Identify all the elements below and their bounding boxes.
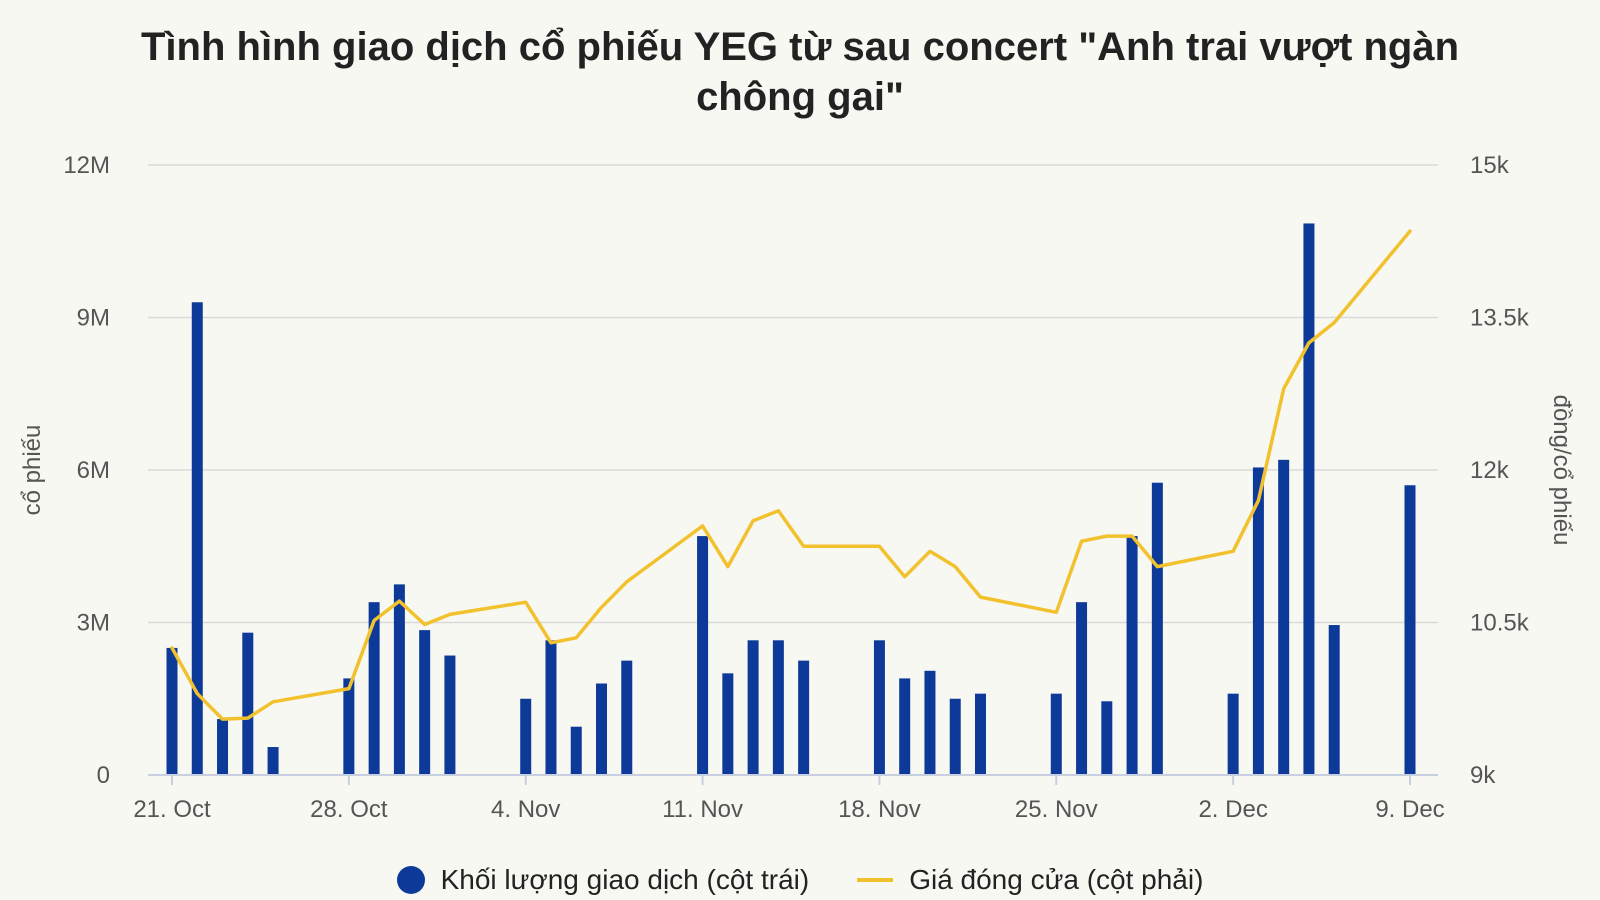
volume-bar — [1328, 625, 1340, 775]
y-left-tick-label: 3M — [77, 610, 110, 637]
legend-item-volume[interactable]: Khối lượng giao dịch (cột trái) — [396, 864, 810, 896]
x-tick-label: 18. Nov — [838, 796, 921, 823]
volume-bar — [267, 747, 279, 775]
price-line — [170, 229, 1412, 721]
y-left-tick-label: 6M — [77, 457, 110, 484]
volume-bar — [1303, 223, 1315, 776]
y-left-axis-title: cổ phiếu — [19, 425, 46, 516]
volume-bar — [545, 640, 557, 775]
y-right-tick-label: 9k — [1470, 762, 1496, 789]
volume-bar — [166, 647, 178, 775]
volume-bar — [924, 670, 936, 775]
volume-bar — [419, 630, 431, 775]
volume-bar — [747, 640, 759, 775]
y-right-tick-label: 10.5k — [1470, 610, 1530, 637]
volume-bar — [191, 302, 203, 775]
volume-bar — [949, 698, 961, 775]
chart-title-line-2: chông gai" — [696, 75, 904, 119]
volume-bar — [570, 726, 582, 775]
volume-bar — [242, 632, 254, 775]
y-left-tick-label: 12M — [63, 152, 110, 179]
chart-title: Tình hình giao dịch cổ phiếu YEG từ sau … — [0, 22, 1600, 122]
volume-bar — [596, 683, 608, 775]
axes: 0 3M 6M 9M 12M 9k 10.5k 12k 13.5k 15k 21. Oct 28. O… — [19, 152, 1575, 823]
volume-bar — [1126, 536, 1138, 775]
x-tick-label: 25. Nov — [1015, 796, 1098, 823]
price-line-group — [170, 229, 1412, 721]
volume-bar — [1227, 693, 1239, 775]
x-tick-label: 28. Oct — [310, 796, 388, 823]
volume-bars — [166, 223, 1416, 776]
y-left-tick-label: 0 — [97, 762, 110, 789]
volume-bar — [697, 536, 709, 775]
legend-volume-marker — [396, 866, 425, 894]
volume-bar — [520, 698, 532, 775]
volume-bar — [621, 660, 633, 775]
y-right-tick-label: 12k — [1470, 457, 1510, 484]
volume-bar — [798, 660, 810, 775]
x-tick-label: 21. Oct — [133, 796, 211, 823]
volume-bar — [1151, 482, 1163, 775]
x-tick-label: 9. Dec — [1375, 796, 1444, 823]
volume-bar — [444, 655, 456, 775]
volume-bar — [343, 678, 355, 775]
volume-bar — [1278, 459, 1290, 775]
volume-bar — [368, 602, 380, 775]
volume-bar — [873, 640, 885, 775]
y-right-axis-title: đồng/cổ phiếu — [1548, 395, 1575, 546]
volume-bar — [974, 693, 986, 775]
volume-bar — [1404, 485, 1416, 775]
gridlines — [148, 164, 1438, 624]
volume-bar — [1050, 693, 1062, 775]
x-tick-label: 11. Nov — [662, 796, 743, 823]
volume-bar — [393, 584, 405, 775]
volume-bar — [772, 640, 784, 775]
volume-bar — [899, 678, 911, 775]
legend-price-label: Giá đóng cửa (cột phải) — [909, 864, 1204, 895]
volume-bar — [1252, 467, 1264, 775]
legend: Khối lượng giao dịch (cột trái) Giá đóng… — [0, 860, 1600, 900]
x-tick-label: 4. Nov — [491, 796, 560, 823]
x-tick-label: 2. Dec — [1198, 796, 1267, 823]
volume-bar — [1101, 701, 1113, 775]
legend-volume-label: Khối lượng giao dịch (cột trái) — [440, 864, 810, 895]
volume-bar — [217, 719, 229, 775]
legend-price-marker — [857, 878, 894, 882]
chart-title-line-1: Tình hình giao dịch cổ phiếu YEG từ sau … — [140, 25, 1460, 69]
y-right-tick-label: 15k — [1470, 152, 1510, 179]
volume-bar — [1076, 602, 1088, 775]
y-left-tick-label: 9M — [77, 305, 110, 332]
legend-item-price[interactable]: Giá đóng cửa (cột phải) — [857, 864, 1203, 896]
y-right-tick-label: 13.5k — [1470, 305, 1530, 332]
volume-bar — [722, 673, 734, 775]
